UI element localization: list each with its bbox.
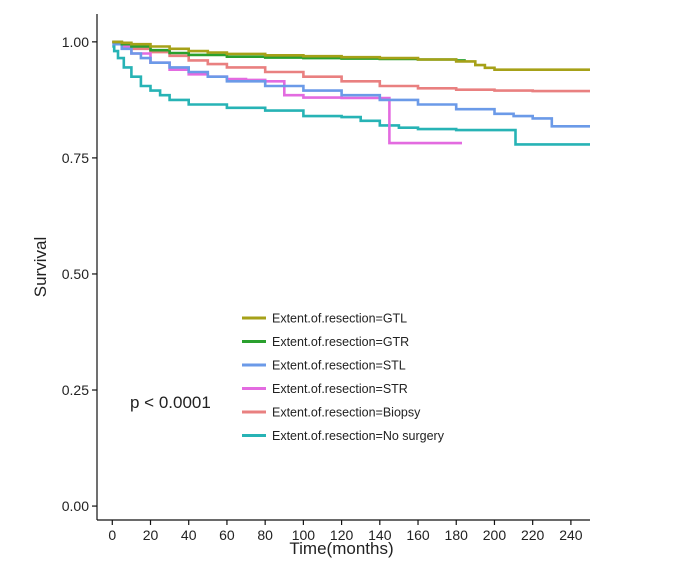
p-value-annotation: p < 0.0001 xyxy=(130,393,211,412)
x-tick-label: 80 xyxy=(257,527,273,543)
series-line-2 xyxy=(112,42,590,128)
legend-label: Extent.of.resection=STL xyxy=(272,359,406,373)
y-tick-label: 0.25 xyxy=(62,382,89,398)
x-ticks: 0 20 40 60 80 100 120 140 160 180 200 220 240 xyxy=(108,520,583,543)
x-tick-label: 120 xyxy=(330,527,354,543)
y-ticks: 0.00 0.25 0.50 0.75 1.00 xyxy=(62,34,97,514)
x-tick-label: 240 xyxy=(559,527,583,543)
y-tick-label: 1.00 xyxy=(62,34,89,50)
legend-label: Extent.of.resection=No surgery xyxy=(272,429,445,443)
x-tick-label: 220 xyxy=(521,527,545,543)
legend-label: Extent.of.resection=Biopsy xyxy=(272,406,421,420)
x-tick-label: 0 xyxy=(108,527,116,543)
series-layer xyxy=(112,40,590,146)
series-line-0 xyxy=(112,40,590,71)
x-tick-label: 180 xyxy=(445,527,469,543)
series-line-5 xyxy=(112,45,590,146)
legend: Extent.of.resection=GTL Extent.of.resecti… xyxy=(242,312,445,443)
x-tick-label: 200 xyxy=(483,527,507,543)
x-tick-label: 140 xyxy=(368,527,392,543)
x-tick-label: 40 xyxy=(181,527,197,543)
y-axis-title: Survival xyxy=(31,237,50,297)
x-tick-label: 20 xyxy=(143,527,159,543)
y-tick-label: 0.00 xyxy=(62,498,89,514)
y-tick-label: 0.50 xyxy=(62,266,89,282)
x-tick-label: 160 xyxy=(406,527,430,543)
legend-label: Extent.of.resection=GTL xyxy=(272,312,407,326)
axes xyxy=(96,14,590,521)
y-tick-label: 0.75 xyxy=(62,150,89,166)
x-axis-title: Time(months) xyxy=(289,539,393,558)
x-tick-label: 60 xyxy=(219,527,235,543)
legend-label: Extent.of.resection=GTR xyxy=(272,335,409,349)
x-tick-label: 100 xyxy=(292,527,316,543)
legend-label: Extent.of.resection=STR xyxy=(272,382,408,396)
